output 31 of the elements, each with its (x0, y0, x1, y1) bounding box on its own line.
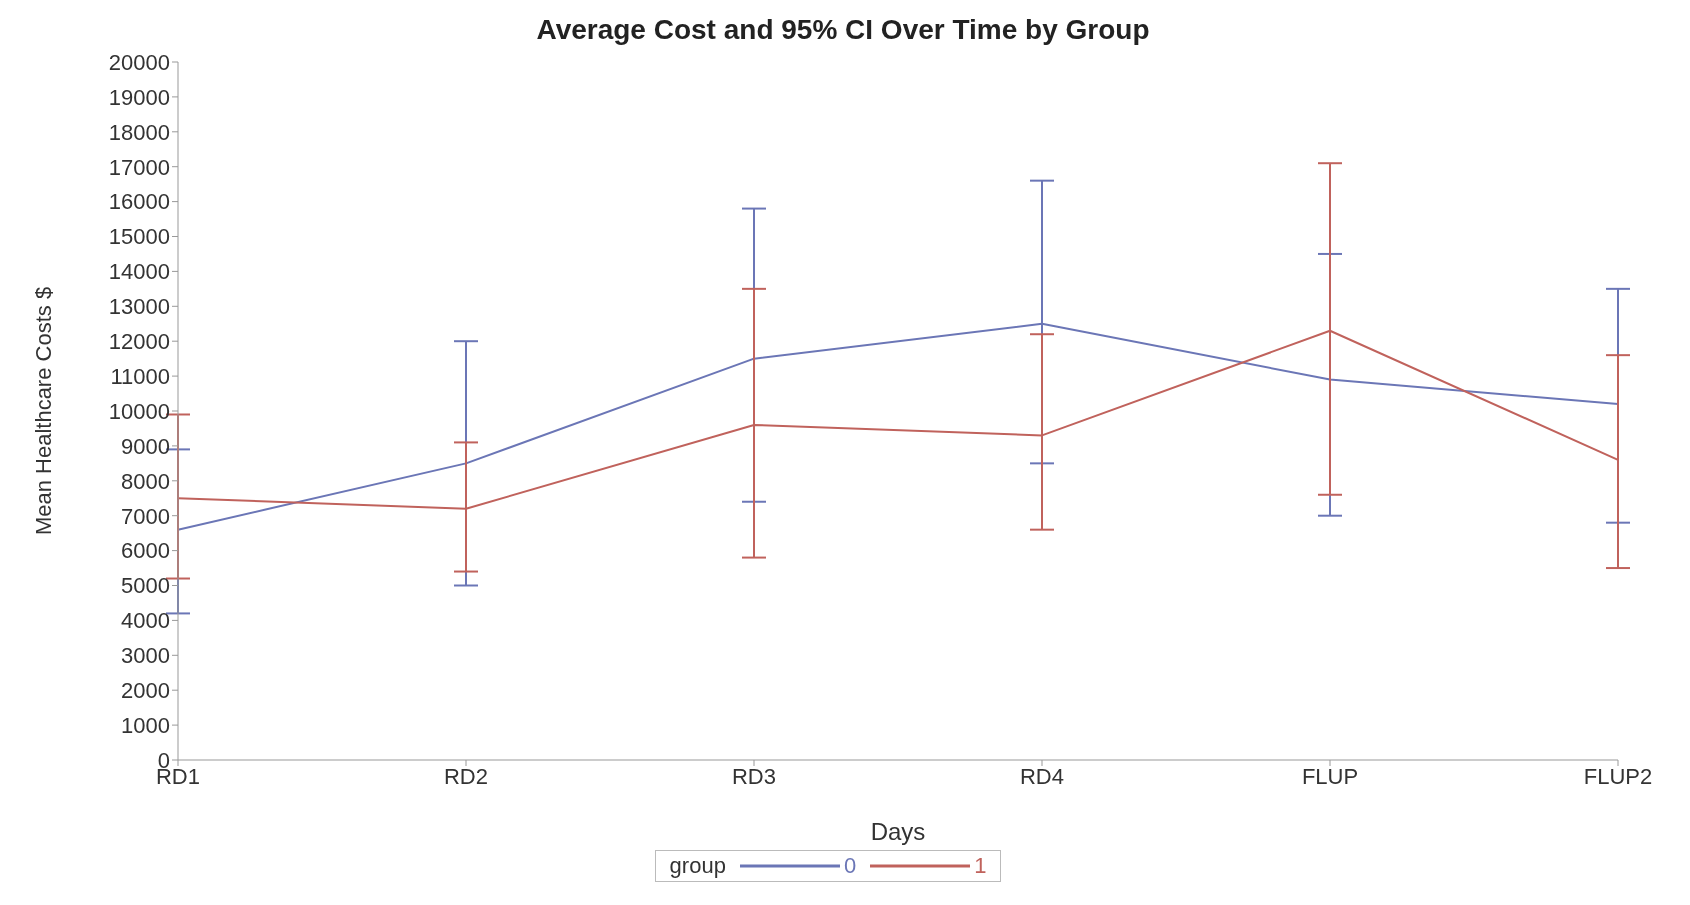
y-tick-label: 17000 (108, 154, 170, 180)
x-tick-label: FLUP2 (1583, 763, 1653, 789)
y-tick-label: 3000 (121, 643, 170, 669)
x-tick-label: RD4 (1019, 763, 1065, 789)
y-tick-label: 7000 (121, 503, 170, 529)
y-tick-label: 15000 (108, 224, 170, 250)
y-tick-label: 1000 (121, 712, 170, 738)
x-axis-title: Days (870, 818, 926, 845)
y-tick-label: 2000 (121, 678, 170, 704)
x-tick-label: RD2 (443, 763, 489, 789)
x-tick-label: RD3 (731, 763, 777, 789)
y-tick-label: 20000 (108, 49, 170, 75)
y-tick-label: 5000 (121, 573, 170, 599)
y-tick-label: 4000 (121, 608, 170, 634)
y-tick-label: 19000 (108, 84, 170, 110)
y-tick-label: 10000 (108, 398, 170, 424)
y-tick-label: 9000 (121, 433, 170, 459)
y-tick-label: 8000 (121, 468, 170, 494)
legend-label: 1 (974, 853, 987, 879)
y-tick-label: 12000 (108, 329, 170, 355)
chart-title: Average Cost and 95% CI Over Time by Group (536, 14, 1150, 45)
y-tick-label: 13000 (108, 294, 170, 320)
y-tick-label: 11000 (110, 363, 170, 389)
legend-title: group (669, 853, 726, 879)
y-tick-label: 16000 (108, 189, 170, 215)
y-tick-label: 6000 (121, 538, 170, 564)
y-axis-title: Mean Healthcare Costs $ (30, 286, 56, 536)
y-tick-label: 18000 (108, 119, 170, 145)
legend-label: 0 (843, 853, 857, 879)
y-tick-label: 14000 (108, 259, 170, 285)
x-tick-label: FLUP (1301, 763, 1359, 789)
